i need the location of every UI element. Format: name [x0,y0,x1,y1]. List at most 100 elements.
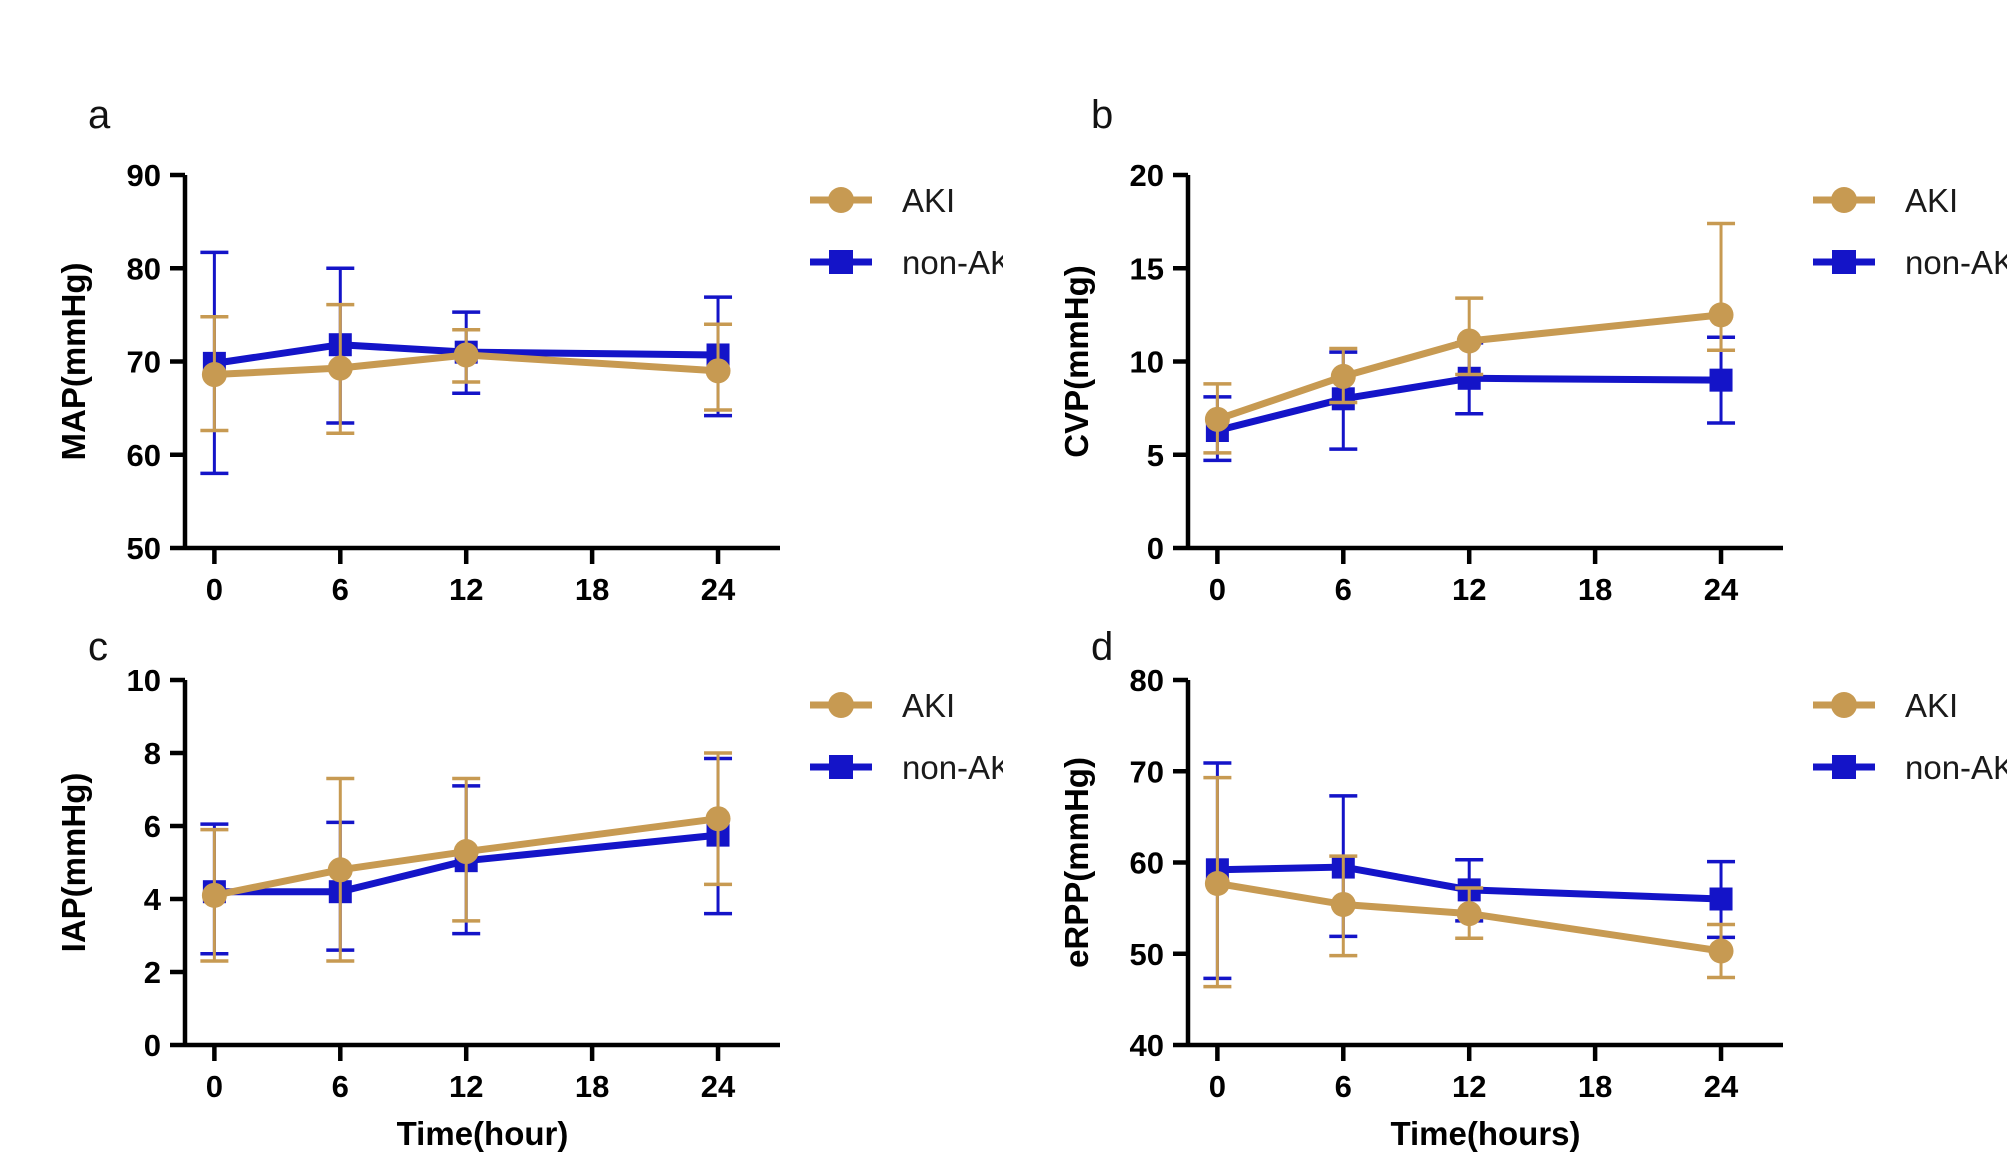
legend-marker-square-icon [829,755,853,779]
legend-item-aki[interactable]: AKI [1813,182,1958,219]
panel-b: b 0 5 10 15 20 0 6 12 18 24 Time(hour) CVP(mmHg) AKI n… [1003,0,2007,620]
series-line [1213,374,1725,435]
x-tick-label: 24 [701,1069,736,1104]
legend-item-non-aki[interactable]: non-AKI [1813,244,2007,281]
legend-marker-square-icon [1832,250,1856,274]
x-tick-label: 18 [575,1069,609,1104]
data-point-marker [1709,887,1733,911]
y-tick-label: 0 [1147,531,1164,566]
data-point-marker [1204,870,1230,896]
panel-a-chart: a 50 60 70 80 90 0 6 12 18 24 Time(hour) MAP(mmHg) AK… [55,93,1003,620]
y-tick-label: 8 [144,736,161,771]
series-line [210,831,722,896]
y-tick-label: 40 [1130,1028,1164,1063]
legend-item-non-aki[interactable]: non-AKI [810,244,1003,281]
y-axis-title: eRPP(mmHg) [1058,757,1095,968]
x-tick-label: 0 [206,572,223,607]
x-tick-label: 6 [1335,1069,1352,1104]
legend-item-non-aki[interactable]: non-AKI [810,749,1003,786]
x-tick-label: 18 [1578,1069,1612,1104]
y-tick-label: 5 [1147,438,1164,473]
x-tick-label: 0 [1209,1069,1226,1104]
y-tick-label: 50 [1130,937,1164,972]
series-aki [1203,775,1736,989]
x-axis-title: Time(hour) [397,618,569,620]
data-point-marker [1709,368,1733,392]
x-tick-label: 6 [332,572,349,607]
data-point-marker [1457,366,1481,390]
x-tick-label: 24 [1704,1069,1739,1104]
legend-marker-circle-icon [1831,187,1857,213]
x-tick-label: 0 [1209,572,1226,607]
x-tick-label: 24 [701,572,736,607]
y-tick-label: 60 [127,438,161,473]
x-tick-label: 12 [449,1069,483,1104]
legend-marker-circle-icon [1831,692,1857,718]
y-tick-label: 10 [127,663,161,698]
panel-d: d 40 50 60 70 80 0 6 12 18 24 Time(hours) eRPP(mmHg)… [1003,620,2007,1169]
x-tick-label: 12 [1452,1069,1486,1104]
legend-marker-circle-icon [828,187,854,213]
x-tick-label: 24 [1704,572,1739,607]
data-point-marker [327,857,353,883]
x-tick-label: 6 [1335,572,1352,607]
data-point-marker [705,358,731,384]
x-axis-title: Time(hours) [1390,1115,1580,1152]
legend-label: non-AKI [1905,749,2007,786]
series-non-aki [1203,761,1736,981]
y-tick-label: 10 [1130,345,1164,380]
legend-label: AKI [902,687,955,724]
data-point-marker [1330,363,1356,389]
data-point-marker [453,839,479,865]
y-tick-label: 2 [144,955,161,990]
y-axis-title: MAP(mmHg) [55,263,92,461]
legend-label: AKI [1905,687,1958,724]
series-line [1213,863,1725,903]
panel-d-chart: d 40 50 60 70 80 0 6 12 18 24 Time(hours) eRPP(mmHg)… [1058,625,2007,1152]
series-aki [200,751,733,963]
panel-letter-d: d [1091,625,1113,669]
data-point-marker [1708,302,1734,328]
data-point-marker [201,882,227,908]
legend-marker-circle-icon [828,692,854,718]
legend-label: non-AKI [1905,244,2007,281]
series-aki [1203,221,1736,455]
series-line [1213,311,1725,423]
series-line [210,351,722,379]
panel-letter-b: b [1091,93,1113,137]
y-tick-label: 80 [1130,663,1164,698]
data-point-marker [201,362,227,388]
y-tick-label: 70 [127,345,161,380]
y-tick-label: 4 [144,882,162,917]
x-tick-label: 6 [332,1069,349,1104]
x-tick-label: 0 [206,1069,223,1104]
data-point-marker [327,355,353,381]
legend-item-aki[interactable]: AKI [1813,687,1958,724]
x-tick-label: 18 [1578,572,1612,607]
series-non-aki [1203,335,1736,463]
data-point-marker [1708,938,1734,964]
legend-item-aki[interactable]: AKI [810,182,955,219]
y-tick-label: 80 [127,251,161,286]
data-point-marker [1204,406,1230,432]
legend-item-non-aki[interactable]: non-AKI [1813,749,2007,786]
legend-marker-square-icon [1832,755,1856,779]
series-aki [200,302,733,436]
y-tick-label: 20 [1130,158,1164,193]
legend-item-aki[interactable]: AKI [810,687,955,724]
x-tick-label: 12 [449,572,483,607]
legend-label: AKI [902,182,955,219]
series-line [1213,879,1725,955]
data-point-marker [453,342,479,368]
legend-label: AKI [1905,182,1958,219]
y-tick-label: 0 [144,1028,161,1063]
legend-label: non-AKI [902,749,1003,786]
series-line [210,341,722,367]
panel-a: a 50 60 70 80 90 0 6 12 18 24 Time(hour) MAP(mmHg) AK… [0,0,1003,620]
y-axis-title: IAP(mmHg) [55,773,92,953]
y-tick-label: 6 [144,809,161,844]
y-tick-label: 60 [1130,846,1164,881]
y-tick-label: 70 [1130,754,1164,789]
